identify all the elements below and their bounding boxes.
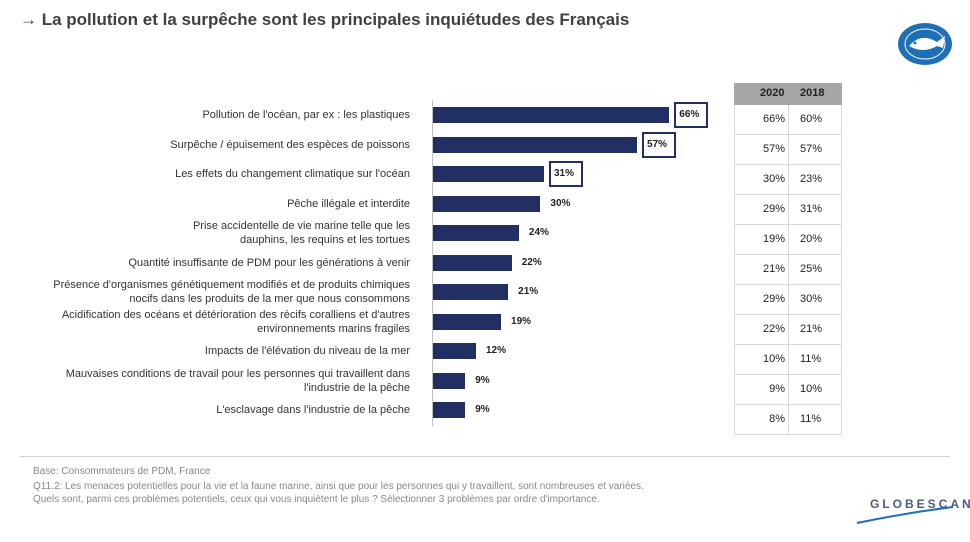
footnote-question-1: Q11.2: Les menaces potentielles pour la … [33, 481, 644, 492]
cell-2018: 60% [800, 113, 823, 125]
data-label: 21% [518, 286, 539, 297]
category-label: Impacts de l'élévation du niveau de la m… [204, 345, 410, 357]
cell-2020: 21% [762, 263, 785, 275]
category-label: Pêche illégale et interdite [287, 197, 410, 210]
bar [433, 107, 670, 123]
cell-2020: 22% [762, 323, 785, 335]
table-header: 2020 2018 [734, 83, 842, 105]
highlight-box [642, 131, 677, 158]
footnote-base: Base: Consommateurs de PDM, France [33, 466, 211, 477]
header-2020: 2020 [760, 87, 785, 99]
category-label: Quantité insuffisante de PDM pour les gé… [128, 256, 410, 269]
cell-2018: 11% [800, 413, 822, 425]
highlight-box [548, 161, 583, 187]
cell-2020: 29% [762, 203, 785, 215]
cell-2018: 11% [800, 353, 822, 365]
bar [433, 254, 512, 271]
page-title: → La pollution et la surpêche sont les p… [20, 10, 630, 29]
cell-2018: 20% [800, 233, 823, 245]
category-label: Prise accidentelle de vie marine telle q… [192, 220, 410, 246]
cell-2020: 8% [769, 413, 785, 425]
cell-2018: 23% [800, 173, 823, 185]
cell-2020: 10% [762, 353, 785, 365]
cell-2020: 29% [762, 293, 785, 305]
cell-2018: 57% [800, 143, 823, 155]
bar [433, 402, 466, 418]
highlight-box [674, 102, 709, 128]
category-label: Les effets du changement climatique sur … [175, 168, 410, 180]
footer-divider [20, 456, 950, 457]
data-label: 9% [475, 404, 490, 415]
category-label: Mauvaises conditions de travail pour les… [65, 367, 410, 394]
globescan-logo: GLOBESCAN [870, 497, 970, 511]
data-label: 24% [528, 227, 549, 238]
cell-2020: 9% [769, 383, 785, 395]
bar [433, 166, 544, 182]
cell-2018: 25% [800, 263, 823, 275]
data-label: 12% [485, 345, 506, 356]
category-label: Pollution de l'océan, par ex : les plast… [202, 109, 410, 121]
header-2018: 2018 [800, 87, 825, 99]
cell-2018: 21% [800, 323, 823, 335]
category-label: Présence d'organismes génétiquement modi… [53, 279, 410, 305]
category-label: L'esclavage dans l'industrie de la pêche [216, 404, 410, 416]
cell-2018: 10% [800, 383, 823, 395]
data-label: 22% [521, 256, 542, 268]
cell-2018: 31% [800, 203, 823, 215]
data-label: 19% [511, 315, 532, 327]
bar [433, 225, 519, 241]
cell-2020: 30% [762, 173, 785, 185]
footnote-question-2: Quels sont, parmi ces problèmes potentie… [33, 494, 600, 505]
data-label: 57% [647, 138, 668, 150]
data-label: 31% [553, 168, 574, 179]
cell-2020: 57% [762, 143, 785, 155]
cell-2018: 30% [800, 293, 823, 305]
cell-2020: 66% [762, 113, 785, 125]
globescan-swoosh-icon [856, 506, 954, 524]
bar [433, 136, 638, 153]
msc-fish-logo-icon [898, 23, 952, 65]
bar [433, 195, 541, 212]
category-label: Acidification des océans et détérioratio… [61, 308, 410, 335]
bar [433, 343, 476, 359]
data-label: 30% [550, 197, 571, 209]
cell-2020: 19% [762, 233, 785, 245]
data-label: 66% [679, 109, 700, 120]
y-axis-line [432, 100, 433, 426]
bar [433, 372, 466, 389]
category-label: Surpêche / épuisement des espèces de poi… [170, 138, 410, 151]
bar [433, 284, 509, 300]
table-column-divider [788, 105, 789, 435]
data-label: 9% [475, 374, 490, 386]
bar [433, 313, 502, 330]
